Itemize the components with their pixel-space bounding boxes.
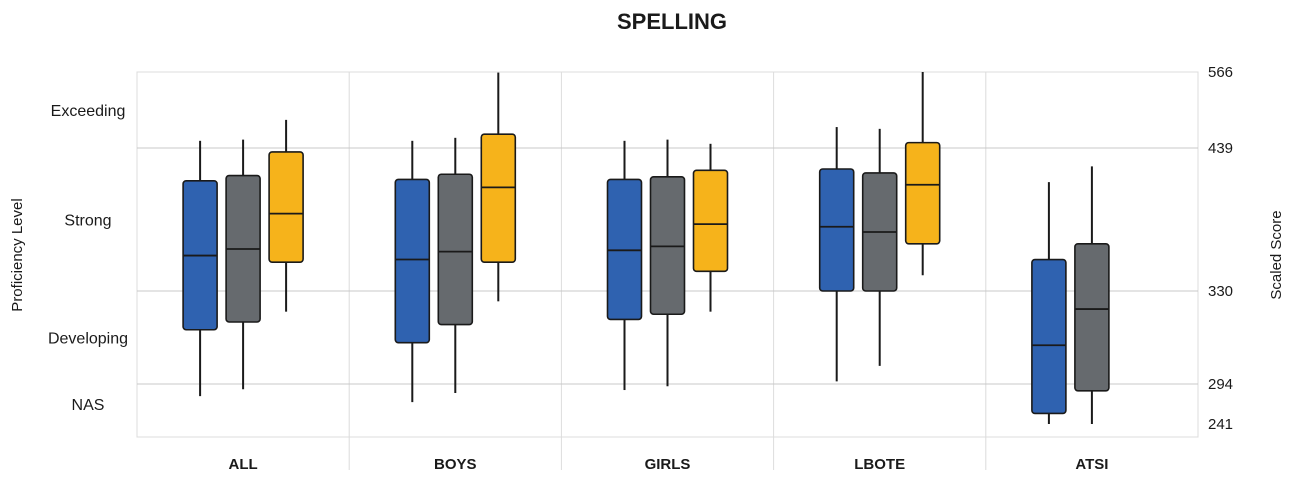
box-body (1074, 242, 1110, 392)
box-body (818, 168, 855, 292)
scaled-score-tick-label: 241 (1208, 416, 1233, 433)
box-body (692, 169, 729, 273)
label-layer: ALL BOYS GIRLS LBOTE ATSI Exceeding Strong Deve… (48, 64, 1233, 473)
left-axis-title: Proficiency Level (9, 198, 26, 311)
scaled-score-tick-label: 566 (1208, 64, 1233, 81)
box-layer (182, 72, 1110, 424)
scaled-score-tick-label: 294 (1208, 376, 1233, 393)
category-label: ALL (229, 456, 258, 473)
box-body (268, 151, 304, 263)
box-body (904, 141, 941, 245)
box-body (1031, 258, 1067, 415)
box-body (394, 178, 431, 344)
box-body (480, 133, 517, 263)
plot-frame (136, 71, 1199, 438)
box-body (437, 173, 474, 326)
proficiency-label: Exceeding (51, 103, 126, 120)
scaled-score-tick-label: 439 (1208, 140, 1233, 157)
proficiency-label: NAS (72, 397, 105, 414)
proficiency-label: Developing (48, 331, 128, 348)
chart-title: SPELLING (617, 9, 727, 34)
right-axis-title: Scaled Score (1268, 210, 1285, 299)
grid-layer (136, 71, 1199, 470)
category-label: ATSI (1075, 456, 1108, 473)
scaled-score-tick-label: 330 (1208, 283, 1233, 300)
category-label: GIRLS (645, 456, 691, 473)
proficiency-label: Strong (64, 213, 111, 230)
category-label: BOYS (434, 456, 477, 473)
category-label: LBOTE (854, 456, 905, 473)
